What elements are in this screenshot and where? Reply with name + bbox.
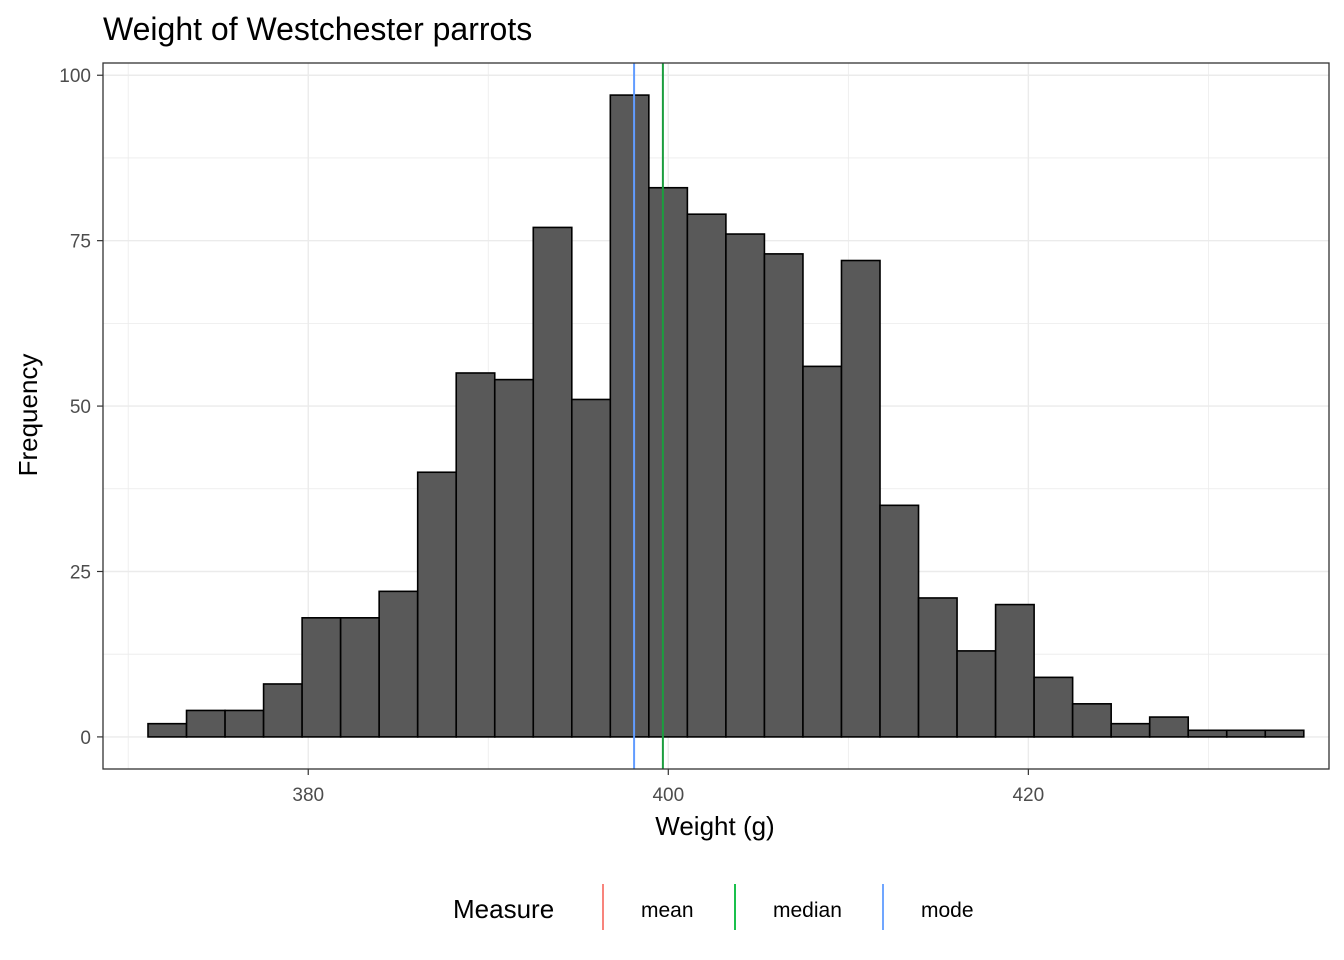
histogram-bar [879,504,920,738]
histogram-bar [802,365,843,738]
histogram-bar [1033,676,1074,738]
histogram-bar [532,226,573,738]
x-axis-ticks: 380 400 420 [292,769,1044,806]
histogram-bar [686,213,727,738]
legend-label-median: median [773,899,842,922]
histogram-bar [609,94,650,738]
histogram-bar [147,722,188,738]
histogram-bar [339,617,380,738]
y-axis-ticks: 0 25 50 75 100 [59,66,103,749]
legend-label-mode: mode [921,899,974,922]
histogram-bar [763,253,804,738]
y-tick-label: 100 [59,66,91,87]
histogram-bar [1264,729,1305,738]
histogram-bar [1148,716,1190,738]
y-axis-title: Frequency [13,354,43,477]
legend-label-mean: mean [641,899,694,922]
histogram-bar [262,683,303,738]
y-tick-label: 75 [70,232,91,253]
plot-panel-border [102,62,1330,770]
legend: Measure mean median mode [453,884,974,930]
histogram-bar [378,590,419,738]
x-tick-label: 380 [292,785,324,806]
histogram-bar [917,597,958,738]
histogram-bar [994,603,1035,738]
histogram-bar [1110,722,1151,738]
histogram-bar [1225,729,1267,738]
histogram-bar [840,259,881,738]
x-tick-label: 420 [1012,785,1044,806]
y-tick-label: 0 [80,728,91,749]
x-tick-label: 400 [652,785,684,806]
histogram-bar [185,709,226,738]
histogram-bar [301,617,342,738]
histogram-bar [570,398,612,738]
histogram-bar [493,378,535,738]
y-tick-label: 25 [70,562,91,583]
histogram-bars [147,94,1305,738]
y-tick-label: 50 [70,397,91,418]
histogram-bar [725,233,766,738]
measure-lines [633,63,664,769]
chart-title: Weight of Westchester parrots [103,11,532,47]
histogram-bar [224,709,265,738]
histogram-bar [648,186,689,738]
x-axis-title: Weight (g) [655,811,774,841]
histogram-bar [455,372,496,738]
histogram-bar [1071,703,1112,738]
histogram-bar [956,650,997,738]
histogram-bar [1187,729,1228,738]
legend-title: Measure [453,894,554,924]
histogram-bar [416,471,458,738]
